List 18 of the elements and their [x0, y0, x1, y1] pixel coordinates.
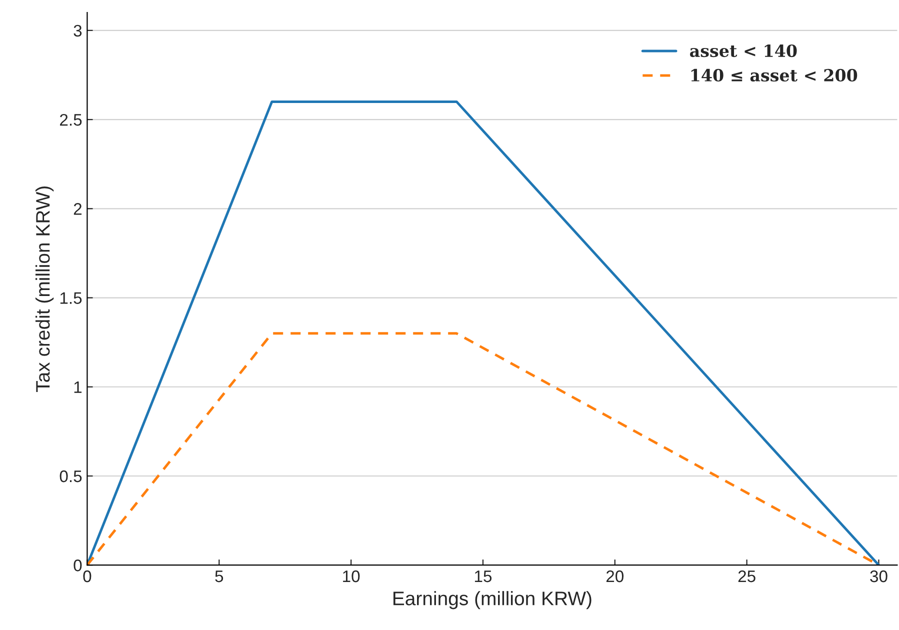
y-tick-label: 0.5: [60, 470, 82, 482]
x-axis-title: Earnings (million KRW): [393, 591, 592, 610]
y-tick-label: 0: [74, 560, 82, 572]
y-tick-label: 2: [74, 203, 82, 215]
x-tick-label: 30: [870, 570, 888, 582]
x-tick-label: 5: [215, 570, 224, 582]
y-tick-label: 2.5: [60, 114, 82, 126]
x-tick-label: 15: [474, 570, 492, 582]
x-tick-label: 0: [83, 570, 92, 582]
legend-label: asset < 140: [690, 44, 797, 58]
x-tick-label: 10: [343, 570, 360, 582]
x-tick-label: 25: [738, 570, 756, 582]
y-tick-label: 1: [74, 381, 82, 393]
y-axis-title: Tax credit (million KRW): [35, 186, 54, 392]
x-tick-label: 20: [606, 570, 624, 582]
y-tick-label: 1.5: [60, 292, 82, 304]
legend-label: 140 ≤ asset < 200: [691, 68, 858, 82]
y-tick-label: 3: [74, 24, 82, 37]
